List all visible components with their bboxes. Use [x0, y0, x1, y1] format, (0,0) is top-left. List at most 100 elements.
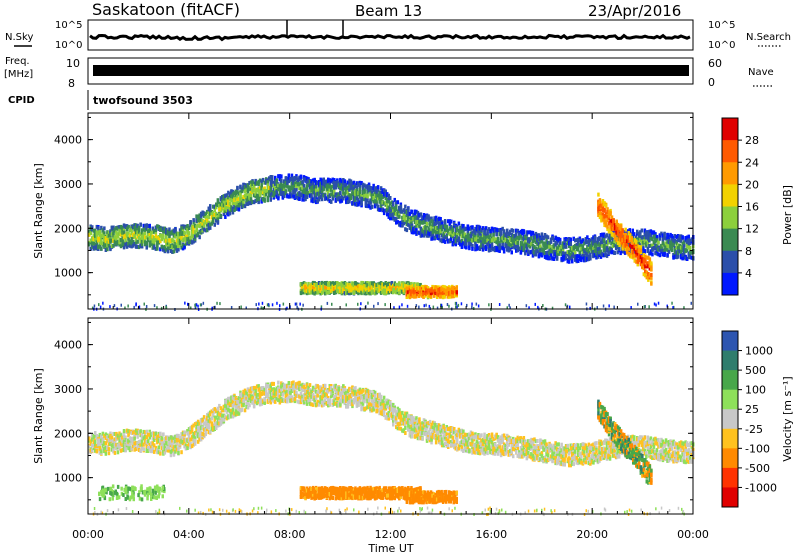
power-cell: [440, 227, 444, 232]
power-cell: [596, 254, 600, 259]
power-cell: [549, 247, 553, 252]
power-cell: [552, 250, 556, 255]
power-cell: [646, 240, 650, 245]
power-cell: [215, 204, 218, 209]
power-cell: [92, 228, 95, 233]
power-cell: [174, 241, 177, 246]
power-cell: [546, 250, 550, 255]
power-cell: [630, 239, 633, 244]
power-cell: [442, 225, 445, 229]
power-cell: [666, 252, 669, 257]
power-cell: [431, 222, 435, 227]
power-cell: [283, 179, 286, 184]
power-cell: [387, 282, 390, 287]
power-cell: [644, 273, 647, 278]
power-cell: [489, 229, 492, 234]
power-cell: [301, 289, 304, 294]
power-cell: [369, 205, 372, 210]
power-cell: [101, 228, 105, 233]
power-cell: [384, 291, 387, 295]
power-cell: [527, 243, 530, 248]
power-cell: [416, 282, 419, 287]
power-cell: [649, 249, 653, 254]
power-cell: [266, 198, 269, 203]
power-cell: [568, 255, 571, 260]
power-cell: [398, 281, 401, 286]
power-cell: [601, 202, 605, 207]
power-cell: [673, 248, 677, 252]
power-cell: [98, 240, 102, 245]
power-cell: [277, 196, 280, 201]
power-cell: [227, 195, 230, 200]
power-cell: [660, 231, 663, 236]
power-cell: [405, 292, 409, 297]
power-cell: [395, 203, 398, 208]
power-cell: [548, 256, 551, 261]
power-cell: [275, 178, 278, 183]
power-cell: [178, 228, 182, 233]
power-cell: [281, 186, 285, 191]
power-cell: [310, 186, 313, 191]
power-cell: [437, 287, 440, 292]
power-cell: [638, 255, 641, 260]
power-cell: [281, 184, 285, 188]
power-cell: [134, 240, 138, 245]
power-cell: [629, 253, 632, 258]
power-cell: [625, 239, 629, 244]
power-cell: [109, 229, 112, 234]
power-cell: [690, 250, 693, 255]
power-cell: [608, 235, 612, 240]
power-cell: [139, 237, 142, 242]
power-cell: [616, 222, 620, 227]
power-cell: [142, 223, 145, 228]
power-cell: [459, 242, 462, 247]
power-cell: [116, 226, 120, 231]
power-cell: [345, 291, 348, 296]
power-cell: [172, 233, 176, 238]
power-cell: [440, 291, 443, 296]
power-cell: [593, 235, 597, 240]
power-cell: [299, 187, 303, 192]
power-cell: [436, 233, 439, 238]
power-cell: [233, 205, 236, 209]
power-cell: [574, 243, 577, 248]
power-cell: [268, 190, 271, 195]
power-cell: [337, 197, 341, 202]
power-cell: [351, 192, 354, 197]
power-cell: [577, 237, 580, 242]
power-cell: [190, 226, 194, 231]
power-cell: [366, 185, 369, 190]
power-cell: [415, 219, 418, 224]
power-cell: [320, 286, 324, 291]
power-cell: [407, 222, 410, 227]
power-cell: [624, 227, 627, 232]
power-cell: [314, 188, 318, 193]
power-cell: [386, 204, 389, 209]
power-cell: [314, 181, 318, 186]
power-cell: [647, 255, 650, 260]
power-cell: [334, 198, 337, 203]
power-cell: [373, 189, 377, 194]
power-cell: [407, 212, 410, 217]
power-cell: [342, 181, 345, 186]
power-cell: [399, 209, 403, 214]
power-cell: [549, 255, 553, 260]
power-cell: [574, 257, 577, 262]
power-cell: [616, 250, 619, 255]
power-cell: [168, 238, 171, 243]
power-cell: [252, 200, 256, 205]
power-cell: [307, 178, 310, 183]
power-cell: [419, 283, 422, 287]
power-cell: [489, 238, 492, 243]
power-cell: [481, 237, 485, 242]
power-cell: [325, 184, 328, 189]
power-cell: [327, 281, 330, 286]
power-cell: [360, 194, 363, 198]
power-cell: [261, 197, 265, 202]
power-cell: [94, 228, 97, 233]
power-cell: [399, 204, 403, 209]
power-cell: [343, 194, 347, 199]
power-cell: [609, 211, 612, 216]
power-cell: [265, 192, 268, 197]
power-cell: [438, 288, 442, 292]
